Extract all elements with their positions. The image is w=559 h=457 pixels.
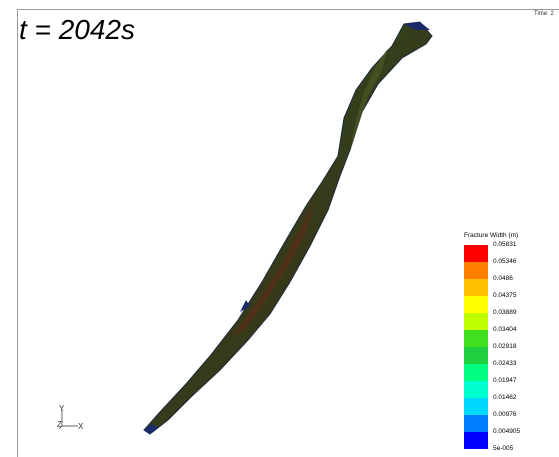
color-legend: Fracture Width (m) 0.05831 0.05346 0.0486 0… [463,232,559,455]
legend-swatch [464,330,488,347]
legend-tick-label: 0.02433 [493,360,517,367]
axis-label-x: X [78,422,84,431]
legend-swatch [464,347,488,364]
fracture-edge-blue [144,22,430,434]
legend-swatch [464,415,488,432]
legend-swatch [464,279,488,296]
legend-body: 0.05831 0.05346 0.0486 0.04375 0.03889 0.0340… [463,241,559,455]
time-readout-corner: Time: 2 [534,11,554,17]
legend-tick-label: 0.00976 [493,411,517,418]
legend-swatch [464,432,488,449]
legend-tick-label: 5e-005 [493,445,514,452]
axis-label-z: Z [57,420,62,429]
viewport-border-top [17,9,559,10]
fracture-highlight [350,48,388,150]
legend-title: Fracture Width (m) [464,232,519,239]
legend-tick-label: 0.02918 [493,343,517,350]
legend-color-bar [464,245,488,449]
fracture-body [143,21,433,435]
legend-tick-label: 0.01462 [493,394,517,401]
legend-tick-label: 0.05831 [493,241,517,248]
legend-tick-label: 0.05346 [493,258,517,265]
time-label: t = 2042s [19,14,135,45]
viewport-border-left [17,9,18,457]
axis-triad [58,409,78,430]
legend-swatch [464,262,488,279]
legend-tick-label: 0.03889 [493,309,517,316]
z-axis-line [58,425,63,430]
legend-swatch [464,381,488,398]
legend-swatch [464,364,488,381]
legend-tick-label: 0.04375 [493,292,517,299]
legend-tick-label: 0.004905 [493,428,521,435]
legend-swatch [464,398,488,415]
legend-tick-label: 0.01947 [493,377,517,384]
axis-label-y: Y [59,404,65,413]
legend-swatch [464,313,488,330]
legend-swatch [464,245,488,262]
legend-swatch [464,296,488,313]
legend-tick-label: 0.0486 [493,275,513,282]
legend-tick-label: 0.03404 [493,326,517,333]
